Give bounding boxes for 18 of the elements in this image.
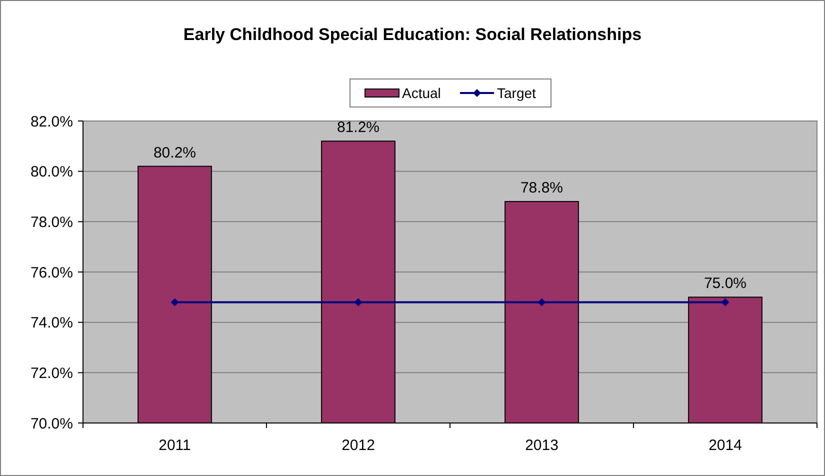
legend-label: Target bbox=[497, 84, 536, 101]
data-label: 81.2% bbox=[336, 119, 380, 136]
data-label: 75.0% bbox=[704, 275, 747, 292]
x-tick-label: 2011 bbox=[158, 437, 191, 454]
x-tick-label: 2012 bbox=[342, 437, 375, 454]
y-tick-label: 74.0% bbox=[30, 314, 73, 332]
legend-label: Actual bbox=[402, 84, 441, 101]
y-tick-label: 78.0% bbox=[30, 214, 73, 231]
y-tick-label: 72.0% bbox=[30, 364, 73, 382]
x-tick-label: 2013 bbox=[525, 437, 558, 454]
data-label: 80.2% bbox=[153, 144, 196, 162]
x-tick-label: 2014 bbox=[708, 437, 742, 454]
y-tick-label: 70.0% bbox=[30, 415, 73, 432]
y-tick-label: 76.0% bbox=[30, 264, 73, 282]
data-label: 78.8% bbox=[520, 180, 564, 197]
y-tick-label: 82.0% bbox=[30, 113, 73, 130]
y-tick-label: 80.0% bbox=[30, 164, 73, 181]
chart-title: Early Childhood Special Education: Social Relationships bbox=[183, 25, 642, 44]
